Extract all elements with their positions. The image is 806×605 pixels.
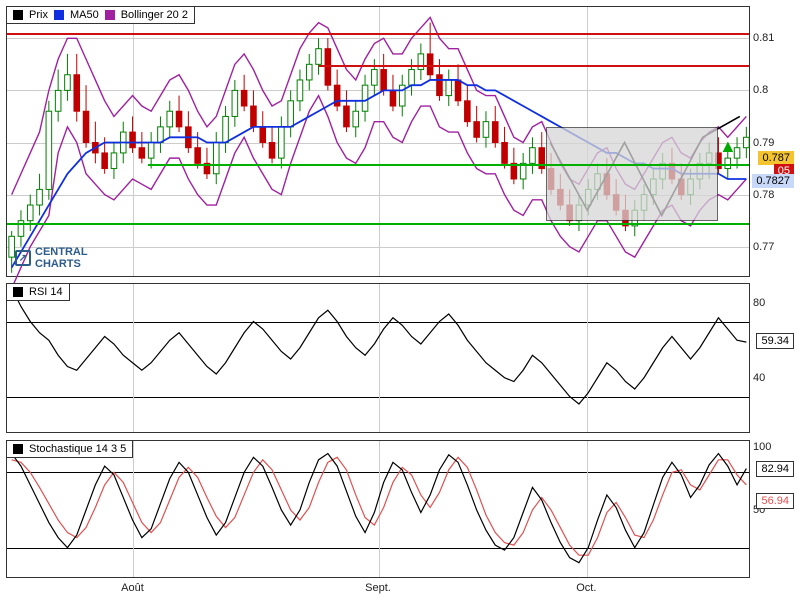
- legend-label: Stochastique 14 3 5: [29, 443, 126, 455]
- price-badge: 0.787: [758, 151, 794, 165]
- reference-line: [148, 164, 749, 166]
- legend-label: RSI 14: [29, 286, 63, 298]
- x-tick-label: Août: [121, 582, 144, 594]
- pattern-box: [546, 127, 717, 221]
- value-badge: 59.34: [756, 333, 794, 349]
- legend-swatch: [13, 287, 23, 297]
- rsi-panel[interactable]: 408059.34RSI 14: [6, 283, 750, 433]
- centralcharts-logo: ↗CENTRALCHARTS: [15, 246, 88, 270]
- y-tick-label: 40: [753, 372, 791, 384]
- legend-label: Prix: [29, 9, 48, 21]
- legend-label: MA50: [70, 9, 99, 21]
- rsi-plot: [7, 284, 751, 434]
- rsi-legend: RSI 14: [6, 283, 70, 301]
- legend-swatch: [54, 10, 64, 20]
- stochastic-legend: Stochastique 14 3 5: [6, 440, 133, 458]
- price-badge: 0.7827: [752, 174, 794, 188]
- y-tick-label: 0.77: [753, 241, 791, 253]
- legend-swatch: [105, 10, 115, 20]
- reference-line: [7, 33, 749, 35]
- price-legend: Prix MA50 Bollinger 20 2: [6, 6, 195, 24]
- legend-label: Bollinger 20 2: [121, 9, 188, 21]
- legend-swatch: [13, 10, 23, 20]
- x-tick-label: Sept.: [365, 582, 391, 594]
- legend-swatch: [13, 444, 23, 454]
- logo-text: CENTRALCHARTS: [35, 246, 88, 270]
- value-badge: 82.94: [756, 461, 794, 477]
- y-tick-label: 0.78: [753, 189, 791, 201]
- y-tick-label: 0.8: [753, 84, 791, 96]
- reference-line: [319, 65, 749, 67]
- value-badge: 56.94: [756, 493, 794, 509]
- y-tick-label: 0.79: [753, 137, 791, 149]
- y-tick-label: 0.81: [753, 32, 791, 44]
- x-tick-label: Oct.: [576, 582, 596, 594]
- logo-icon: ↗: [15, 250, 31, 266]
- stochastic-panel[interactable]: 5010082.9456.94Stochastique 14 3 5: [6, 440, 750, 578]
- stochastic-plot: [7, 441, 751, 579]
- arrow-up-icon: ▲: [719, 136, 737, 157]
- y-tick-label: 100: [753, 441, 791, 453]
- price-panel[interactable]: 0.770.780.790.80.810.787050.7827▲PrixMA5…: [6, 6, 750, 277]
- reference-line: [7, 223, 749, 225]
- y-tick-label: 80: [753, 297, 791, 309]
